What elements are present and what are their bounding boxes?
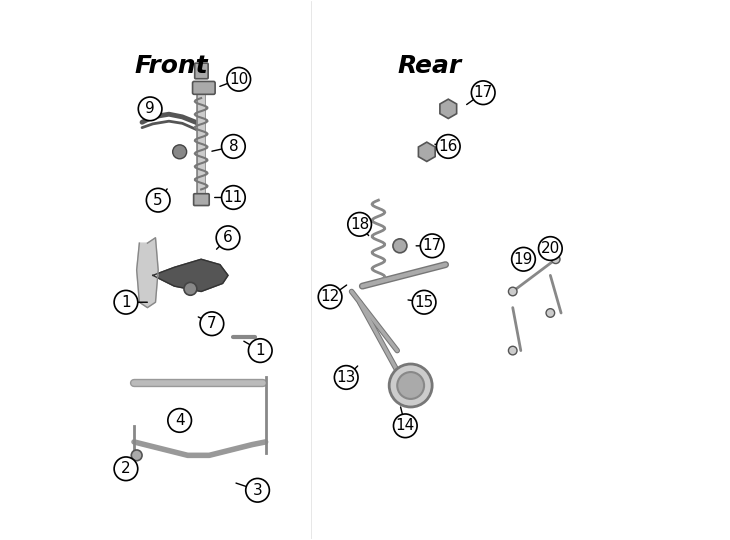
Circle shape [334,366,358,389]
Text: 19: 19 [514,252,533,267]
Circle shape [551,255,560,264]
Circle shape [393,414,417,437]
Circle shape [318,285,342,309]
Circle shape [114,291,138,314]
Text: 20: 20 [541,241,560,256]
Text: 18: 18 [350,217,369,232]
Polygon shape [153,259,228,292]
FancyBboxPatch shape [193,194,210,206]
Circle shape [389,364,432,407]
Circle shape [412,291,436,314]
Text: 17: 17 [474,85,493,100]
Text: 9: 9 [145,102,155,116]
Text: 16: 16 [439,139,458,154]
Circle shape [397,372,424,399]
Circle shape [114,457,138,481]
Circle shape [539,237,562,260]
Circle shape [222,186,245,210]
Text: 10: 10 [229,72,248,87]
Text: 8: 8 [228,139,238,154]
Text: 14: 14 [396,418,415,433]
Text: 1: 1 [121,295,131,310]
Circle shape [131,450,142,461]
Text: 1: 1 [255,343,265,358]
Circle shape [472,81,495,105]
Polygon shape [137,238,158,308]
Text: 5: 5 [153,193,163,208]
Circle shape [508,346,517,355]
Circle shape [173,145,187,159]
FancyBboxPatch shape [193,82,215,94]
Circle shape [138,97,162,120]
Circle shape [246,478,269,502]
Circle shape [420,234,444,258]
Text: 7: 7 [207,316,217,331]
Text: 6: 6 [223,230,233,245]
Text: Rear: Rear [397,54,461,78]
Circle shape [347,213,372,236]
Text: 15: 15 [415,295,434,310]
Circle shape [184,282,197,295]
Text: 4: 4 [175,413,185,428]
Circle shape [437,134,460,158]
Circle shape [216,226,240,249]
FancyBboxPatch shape [195,63,208,79]
Circle shape [393,239,407,253]
Circle shape [248,339,272,362]
Circle shape [508,287,517,296]
Circle shape [222,134,245,158]
Text: 3: 3 [253,483,262,498]
Text: 11: 11 [224,190,243,205]
Text: Front: Front [134,54,207,78]
Text: 13: 13 [337,370,356,385]
Circle shape [227,68,250,91]
Text: 2: 2 [121,461,131,476]
Text: 12: 12 [320,289,339,305]
Circle shape [200,312,223,335]
Text: 17: 17 [423,238,442,253]
Circle shape [512,247,535,271]
Circle shape [168,409,191,432]
Circle shape [146,188,170,212]
Circle shape [546,309,555,318]
